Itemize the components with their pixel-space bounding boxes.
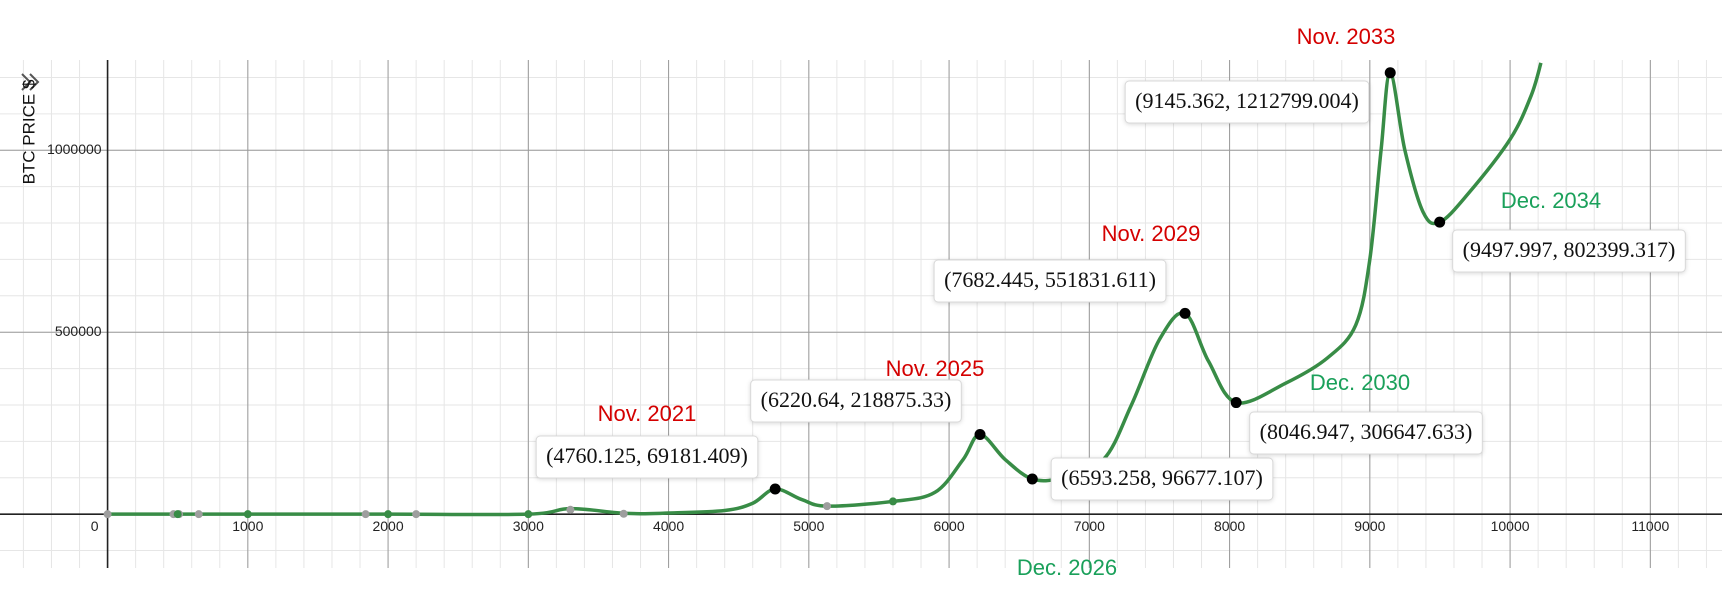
x-tick-label: 6000 [933,518,964,534]
data-point [1026,473,1038,485]
data-point [173,510,182,519]
annotation: Nov. 2021 [598,401,697,426]
x-tick-label: 1000 [232,518,263,534]
data-point [103,510,112,519]
point-label-text: (4760.125, 69181.409) [546,443,748,468]
point-label-text: (9145.362, 1212799.004) [1135,88,1359,113]
point-label: (9497.997, 802399.317) [1452,229,1686,273]
grid [0,60,1722,568]
point-label-box [1452,229,1686,273]
data-point [619,509,628,518]
x-tick-label: 0 [91,518,99,534]
x-tick-label: 7000 [1074,518,1105,534]
data-point [524,510,533,519]
collapse-icon[interactable] [21,73,40,91]
data-point [566,505,575,514]
x-tick-label: 9000 [1354,518,1385,534]
x-tick-label: 10000 [1491,518,1530,534]
data-point [1230,397,1242,409]
point-label-box [535,435,759,479]
x-tick-label: 4000 [653,518,684,534]
point-label: (8046.947, 306647.633) [1249,411,1483,455]
point-label-box [933,259,1167,303]
point-label: (6593.258, 96677.107) [1050,457,1274,501]
point-label-box [1124,80,1370,124]
x-tick-label: 8000 [1214,518,1245,534]
point-label: (9145.362, 1212799.004) [1124,80,1370,124]
annotation: Dec. 2030 [1310,370,1410,395]
point-label: (4760.125, 69181.409) [535,435,759,479]
data-point [823,502,832,511]
y-axis-label: BTC PRICE $ [19,79,38,184]
x-tick-label: 3000 [513,518,544,534]
data-point [769,483,781,495]
data-point [1384,67,1396,79]
annotation: Nov. 2029 [1102,221,1201,246]
data-point [412,510,421,519]
point-label-box [750,379,962,423]
annotation: Dec. 2034 [1501,188,1601,213]
data-point [974,428,986,440]
data-point [194,510,203,519]
point-label-text: (6593.258, 96677.107) [1061,465,1263,490]
point-label-text: (7682.445, 551831.611) [944,267,1156,292]
x-tick-label: 5000 [793,518,824,534]
point-label: (6220.64, 218875.33) [750,379,962,423]
point-label-text: (6220.64, 218875.33) [761,387,952,412]
point-label-text: (8046.947, 306647.633) [1260,419,1473,444]
annotation: Dec. 2026 [1017,555,1117,580]
y-tick-label: 1000000 [47,141,102,157]
point-label-box [1050,457,1274,501]
data-point [361,510,370,519]
point-label: (7682.445, 551831.611) [933,259,1167,303]
x-tick-label: 11000 [1631,518,1669,534]
y-tick-label: 500000 [55,323,102,339]
data-point [888,497,897,506]
point-label-box [1249,411,1483,455]
annotation: Nov. 2025 [886,356,985,381]
data-point [384,510,393,519]
data-point [1179,307,1191,319]
data-point [243,510,252,519]
annotation: Nov. 2033 [1297,24,1396,49]
data-point [1434,216,1446,228]
labels: 0 1000 2000 3000 4000 5000 6000 7000 8000 9000 100… [47,24,1686,580]
point-label-text: (9497.997, 802399.317) [1463,237,1676,262]
x-tick-label: 2000 [372,518,403,534]
